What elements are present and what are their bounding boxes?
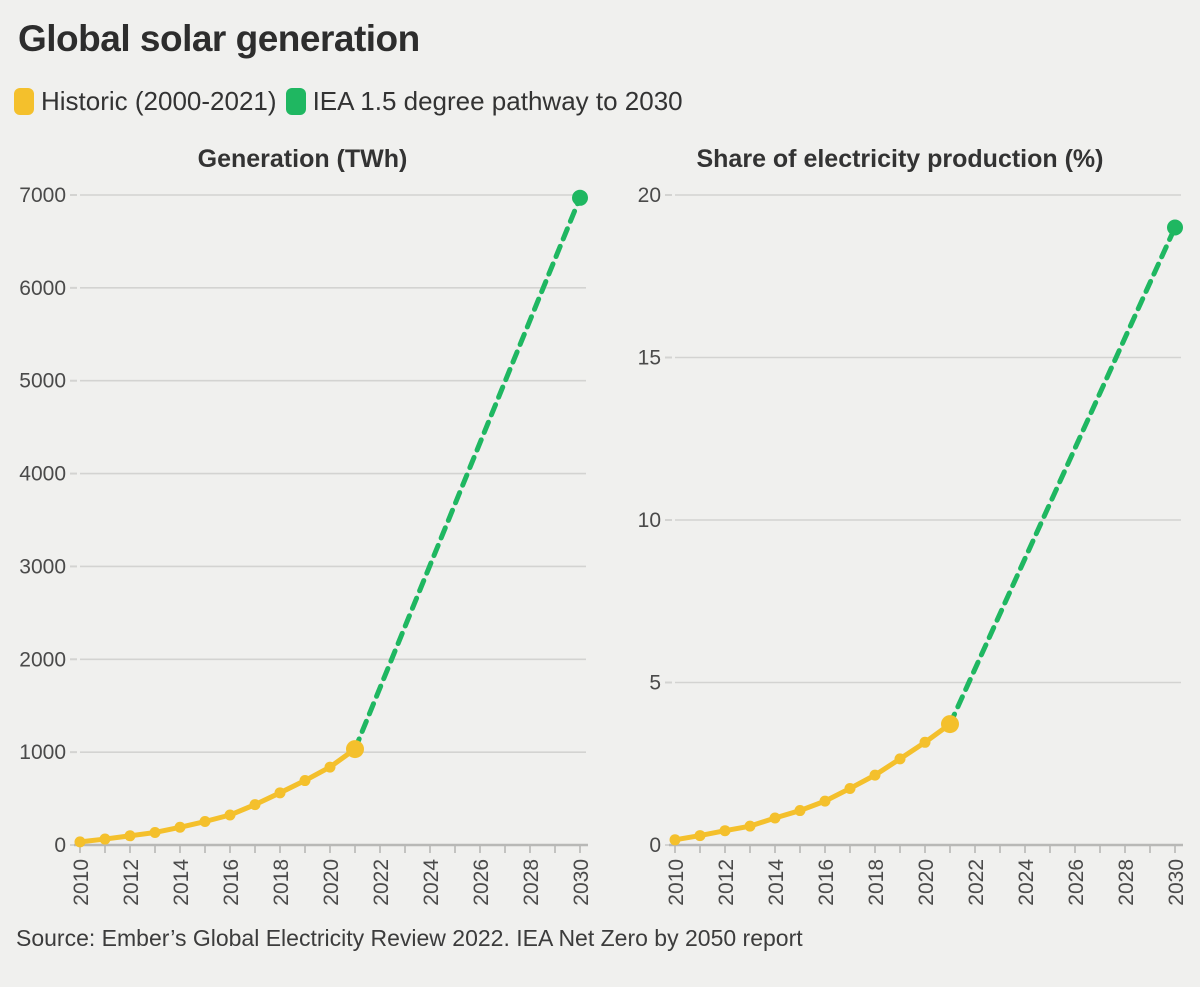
data-point [249,799,261,811]
data-point [99,833,111,845]
x-tick-label: 2024 [1015,859,1038,906]
y-tick-label: 5000 [19,370,66,393]
chart-generation: Generation (TWh) 0 1000 2000 3000 4000 5000 60… [10,143,595,919]
y-axis-labels: 0 5 10 15 20 [638,184,661,857]
gridlines [665,194,1181,846]
x-tick-label: 2022 [965,859,988,906]
legend-label-historic: Historic (2000-2021) [41,86,277,116]
series-lines [77,195,583,845]
x-tick-label: 2020 [320,859,343,906]
x-tick-label: 2010 [70,859,93,906]
data-points [669,219,1183,846]
x-tick-label: 2016 [220,859,243,906]
y-tick-label: 7000 [19,184,66,207]
series-lines [672,225,1178,843]
y-tick-label: 2000 [19,648,66,671]
y-tick-label: 0 [649,834,661,857]
data-point [1167,219,1183,236]
pathway-line [352,195,583,752]
data-point [669,834,681,846]
legend-label-pathway: IEA 1.5 degree pathway to 2030 [312,86,683,116]
x-tick-label: 2018 [865,859,888,906]
legend-swatch-historic [14,88,34,115]
x-tick-label: 2028 [520,859,543,906]
data-point [124,830,136,842]
share-chart-svg: 0 5 10 15 20 2010 2012 2014 2016 2018 2020 2022 2024… [638,184,1188,906]
data-point [346,740,364,759]
x-tick-label: 2020 [915,859,938,906]
x-tick-label: 2024 [420,859,443,906]
x-tick-label: 2010 [665,859,688,906]
data-point [769,812,781,824]
data-point [719,825,731,837]
data-point [694,830,706,842]
x-tick-label: 2014 [170,859,193,906]
legend-swatch-pathway [285,88,306,115]
y-tick-label: 15 [638,347,661,370]
x-axis-labels: 2010 2012 2014 2016 2018 2020 2022 2024 2026 2028… [665,859,1188,906]
data-point [149,826,161,838]
page-title: Global solar generation [18,18,420,59]
gridlines [70,194,586,846]
data-point [174,821,186,833]
data-points [74,189,588,848]
x-tick-label: 2026 [470,859,493,906]
y-axis-labels: 0 1000 2000 3000 4000 5000 6000 7000 [19,184,66,857]
pathway-line [947,225,1178,727]
data-point [919,736,931,748]
y-tick-label: 10 [638,509,661,532]
data-point [744,820,756,832]
historic-line [77,746,358,845]
x-tick-label: 2030 [1165,859,1188,906]
x-tick-label: 2022 [370,859,393,906]
source-note: Source: Ember’s Global Electricity Revie… [16,925,803,951]
x-tick-label: 2016 [815,859,838,906]
data-point [199,816,211,828]
data-point [74,836,86,848]
chart-title-generation: Generation (TWh) [197,145,408,173]
data-point [794,805,806,817]
data-point [224,809,236,821]
x-tick-label: 2012 [120,859,143,906]
x-tick-label: 2026 [1065,859,1088,906]
x-tick-label: 2014 [765,859,788,906]
y-tick-label: 0 [54,834,66,857]
legend: Historic (2000-2021) IEA 1.5 degree path… [14,86,1200,117]
data-point [324,761,336,773]
y-tick-label: 3000 [19,555,66,578]
chart-title-share: Share of electricity production (%) [696,145,1104,173]
x-tick-label: 2028 [1115,859,1138,906]
x-tick-label: 2018 [270,859,293,906]
x-tick-label: 2012 [715,859,738,906]
charts-row: Generation (TWh) 0 1000 2000 3000 4000 5000 60… [10,143,1200,919]
data-point [941,715,959,734]
y-tick-label: 5 [649,672,661,695]
y-tick-label: 6000 [19,277,66,300]
y-tick-label: 4000 [19,463,66,486]
x-tick-label: 2030 [570,859,593,906]
data-point [869,769,881,781]
data-point [844,782,856,794]
data-point [572,189,588,206]
y-tick-label: 1000 [19,741,66,764]
x-axis [74,843,588,853]
x-axis-labels: 2010 2012 2014 2016 2018 2020 2022 2024 2026 2028… [70,859,593,906]
x-axis [669,843,1183,853]
y-tick-label: 20 [638,184,661,207]
chart-share: Share of electricity production (%) 0 5 10… [605,143,1195,919]
data-point [819,795,831,807]
data-point [299,775,311,787]
data-point [894,753,906,765]
data-point [274,787,286,799]
historic-line [672,721,953,843]
